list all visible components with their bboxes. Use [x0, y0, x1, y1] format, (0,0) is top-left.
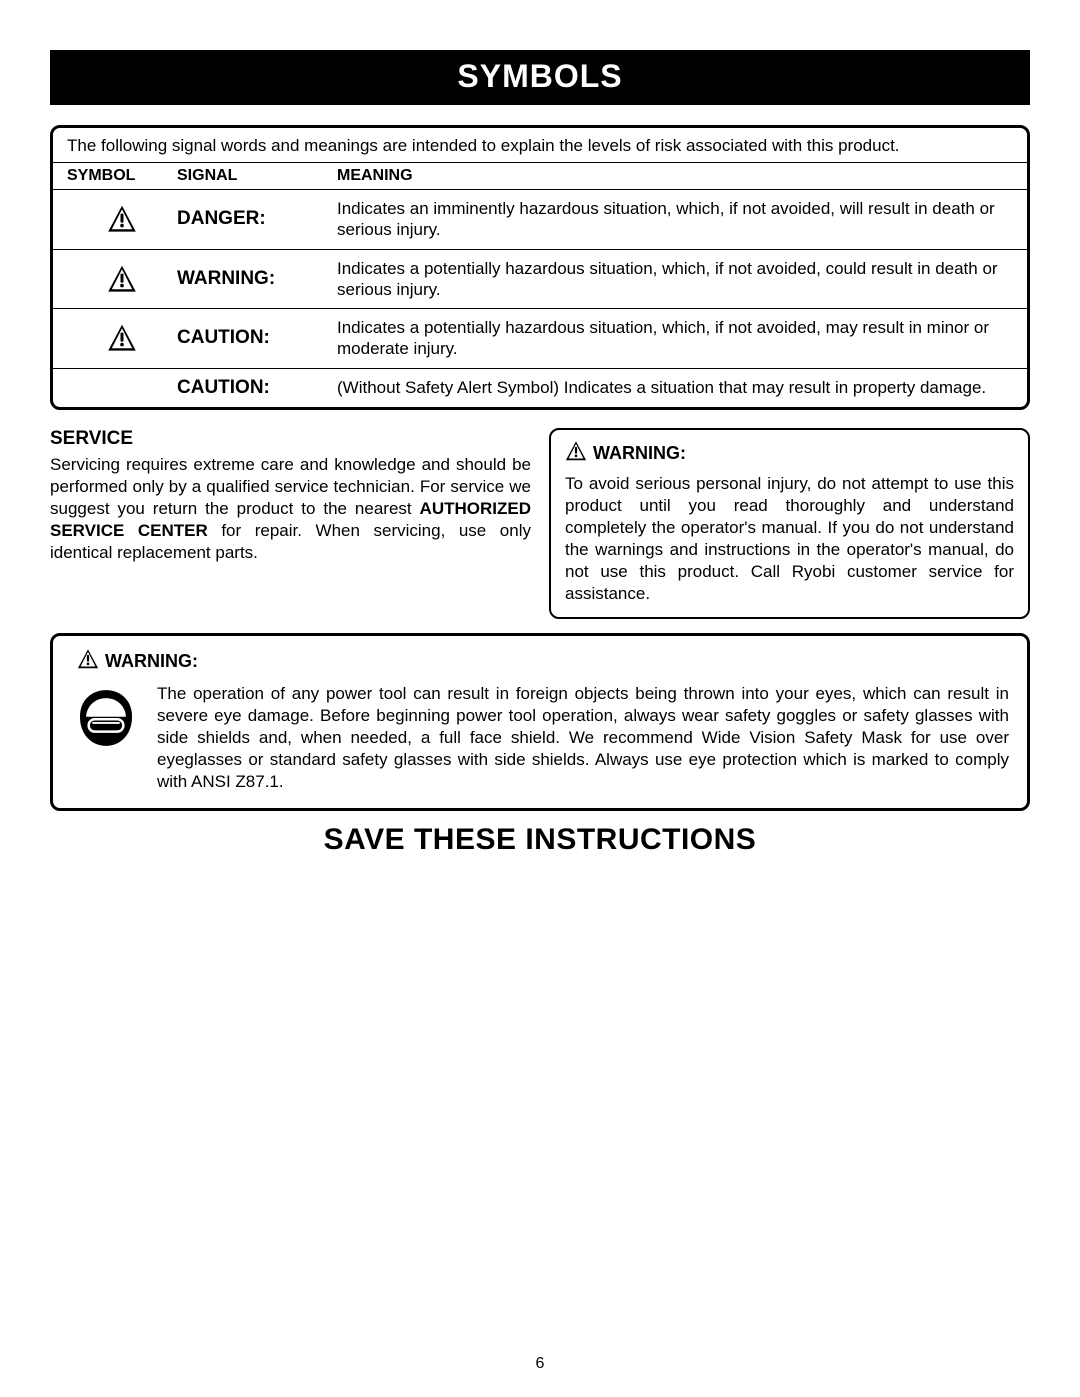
meaning-text: Indicates a potentially hazardous situat… [337, 258, 1013, 301]
meaning-text: (Without Safety Alert Symbol) Indicates … [337, 377, 1013, 398]
service-column: Service Servicing requires extreme care … [50, 428, 531, 620]
symbols-table: The following signal words and meanings … [50, 125, 1030, 410]
symbols-header-row: Symbol Signal Meaning [53, 163, 1027, 190]
two-column-section: Service Servicing requires extreme care … [50, 428, 1030, 620]
header-meaning: Meaning [337, 167, 1013, 185]
signal-label: DANGER: [177, 208, 337, 230]
alert-triangle-icon [67, 264, 177, 294]
header-signal: Signal [177, 167, 337, 185]
warning-label: WARNING: [593, 443, 686, 464]
signal-label: CAUTION: [177, 327, 337, 349]
save-instructions: SAVE THESE INSTRUCTIONS [50, 823, 1030, 857]
alert-triangle-icon [67, 204, 177, 234]
table-row: DANGER: Indicates an imminently hazardou… [53, 190, 1027, 250]
service-text: Servicing requires extreme care and know… [50, 454, 531, 564]
warning-header: WARNING: [565, 440, 1014, 467]
symbols-intro: The following signal words and meanings … [53, 128, 1027, 163]
eye-warning-label: WARNING: [105, 651, 198, 672]
eye-warning-box: WARNING: The operation of any power tool… [50, 633, 1030, 810]
goggles-icon [71, 683, 141, 749]
page-title-bar: SYMBOLS [50, 50, 1030, 105]
warning-column: WARNING: To avoid serious personal injur… [549, 428, 1030, 620]
eye-warning-body: The operation of any power tool can resu… [71, 683, 1009, 793]
warning-text: To avoid serious personal injury, do not… [565, 473, 1014, 606]
eye-warning-header: WARNING: [77, 648, 1009, 675]
signal-label: WARNING: [177, 268, 337, 290]
meaning-text: Indicates a potentially hazardous situat… [337, 317, 1013, 360]
warning-box: WARNING: To avoid serious personal injur… [549, 428, 1030, 620]
meaning-text: Indicates an imminently hazardous situat… [337, 198, 1013, 241]
table-row: WARNING: Indicates a potentially hazardo… [53, 250, 1027, 310]
header-symbol: Symbol [67, 167, 177, 185]
alert-triangle-icon [77, 648, 99, 675]
eye-warning-text: The operation of any power tool can resu… [157, 683, 1009, 793]
alert-triangle-icon [67, 323, 177, 353]
alert-triangle-icon [565, 440, 587, 467]
page-number: 6 [0, 1355, 1080, 1373]
service-heading: Service [50, 428, 531, 450]
table-row: CAUTION: Indicates a potentially hazardo… [53, 309, 1027, 369]
table-row: CAUTION: (Without Safety Alert Symbol) I… [53, 369, 1027, 407]
signal-label: CAUTION: [177, 377, 337, 399]
